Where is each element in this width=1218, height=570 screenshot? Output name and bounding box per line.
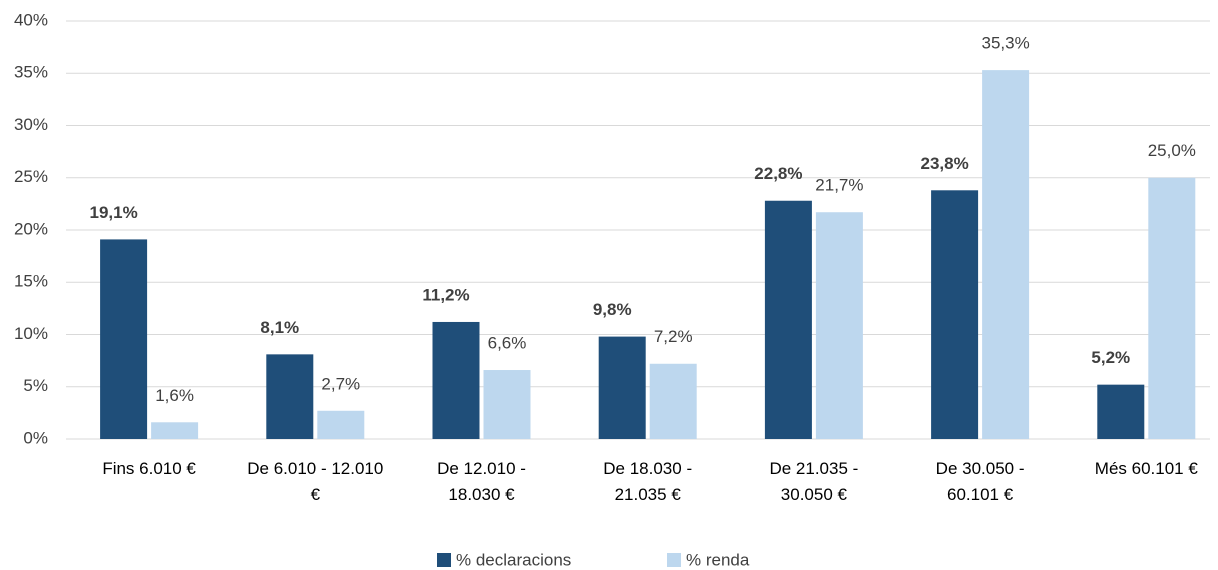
data-label: 2,7%: [321, 374, 360, 393]
bar: [931, 190, 979, 439]
y-tick-label: 15%: [14, 272, 48, 291]
data-label: 23,8%: [920, 154, 968, 173]
data-label: 22,8%: [754, 164, 802, 183]
y-tick-label: 5%: [23, 376, 48, 395]
y-tick-label: 40%: [14, 10, 48, 29]
bar: [982, 70, 1030, 440]
legend-label: % declaracions: [456, 550, 571, 569]
data-label: 6,6%: [488, 334, 527, 353]
x-tick-label: De 21.035 - 30.050 €: [769, 459, 859, 504]
bar: [483, 370, 531, 439]
bar: [432, 321, 480, 439]
data-label: 5,2%: [1091, 348, 1130, 367]
x-tick-label: Més 60.101 €: [1094, 459, 1198, 478]
bar: [151, 422, 199, 439]
x-tick-label: De 12.010 - 18.030 €: [437, 459, 526, 504]
y-tick-label: 30%: [14, 115, 48, 134]
data-label: 8,1%: [260, 318, 299, 337]
data-label: 11,2%: [422, 285, 469, 304]
y-tick-label: 10%: [14, 324, 48, 343]
bar: [100, 239, 148, 439]
legend-label: % renda: [686, 550, 750, 569]
data-label: 1,6%: [155, 386, 194, 405]
x-tick-label: Fins 6.010 €: [102, 459, 196, 478]
bar: [317, 410, 365, 439]
data-label: 21,7%: [815, 176, 863, 195]
x-tick-label: De 18.030 - 21.035 €: [603, 459, 693, 504]
bar: [764, 200, 812, 439]
bar: [815, 212, 863, 439]
bar: [598, 336, 646, 439]
data-label: 25,0%: [1148, 141, 1196, 160]
y-tick-label: 0%: [23, 428, 48, 447]
y-tick-label: 25%: [14, 167, 48, 186]
data-label: 35,3%: [981, 34, 1029, 53]
x-tick-label: De 30.050 - 60.101 €: [935, 459, 1025, 504]
bar: [1148, 177, 1196, 439]
bar: [266, 354, 314, 439]
data-label: 9,8%: [593, 300, 632, 319]
y-tick-label: 35%: [14, 63, 48, 82]
legend-swatch: [667, 553, 681, 567]
data-label: 19,1%: [89, 203, 137, 222]
data-label: 7,2%: [654, 327, 693, 346]
bar: [1097, 384, 1145, 439]
legend-swatch: [437, 553, 451, 567]
x-tick-label: De 6.010 - 12.010 €: [247, 459, 384, 504]
bar: [649, 363, 697, 439]
y-tick-label: 20%: [14, 219, 48, 238]
